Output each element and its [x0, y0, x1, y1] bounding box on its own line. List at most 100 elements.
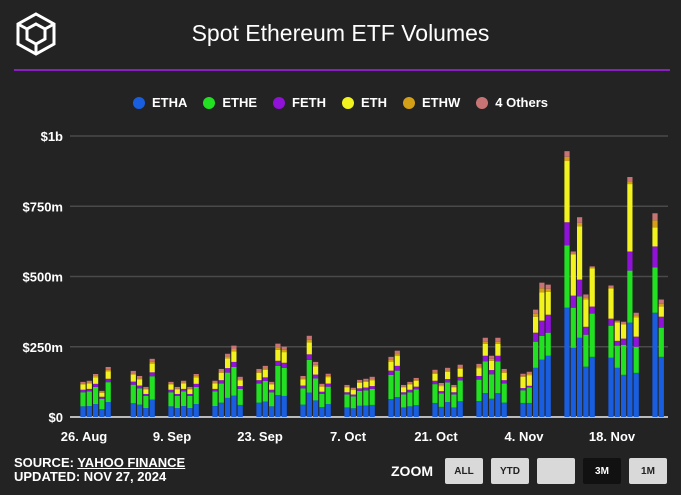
bar-segment-etha[interactable]: [621, 374, 627, 417]
bar-segment-feth[interactable]: [570, 295, 576, 308]
bar-segment-feth[interactable]: [501, 380, 507, 384]
bar-segment-ethw[interactable]: [350, 389, 356, 391]
bar-segment-4-others[interactable]: [570, 251, 576, 254]
bar-segment-etha[interactable]: [281, 395, 287, 417]
bar-segment-eth[interactable]: [583, 299, 589, 327]
bar-segment-ethe[interactable]: [306, 359, 312, 393]
bar-segment-eth[interactable]: [401, 387, 407, 393]
bar-segment-4-others[interactable]: [633, 312, 639, 316]
bar-segment-ethw[interactable]: [256, 371, 262, 373]
bar-segment-ethe[interactable]: [489, 374, 495, 399]
bar-segment-4-others[interactable]: [388, 356, 394, 360]
bar-segment-4-others[interactable]: [237, 376, 243, 380]
bar-segment-feth[interactable]: [130, 381, 136, 385]
bar-segment-feth[interactable]: [658, 316, 664, 328]
bar-segment-feth[interactable]: [212, 388, 218, 392]
bar-segment-eth[interactable]: [614, 322, 620, 341]
bar-segment-4-others[interactable]: [143, 386, 149, 389]
bar-segment-eth[interactable]: [445, 371, 451, 380]
bar-segment-ethe[interactable]: [218, 383, 224, 403]
bar-segment-feth[interactable]: [269, 389, 275, 393]
zoom-button-1m[interactable]: 1M: [629, 458, 667, 484]
bar-segment-etha[interactable]: [482, 393, 488, 417]
bar-segment-ethe[interactable]: [539, 335, 545, 360]
bar-segment-feth[interactable]: [369, 386, 375, 389]
bar-segment-ethe[interactable]: [545, 332, 551, 356]
bar-segment-etha[interactable]: [269, 406, 275, 417]
bar-segment-ethw[interactable]: [319, 385, 325, 387]
source-link[interactable]: YAHOO FINANCE: [77, 455, 186, 470]
bar-segment-etha[interactable]: [526, 402, 532, 417]
bar-segment-eth[interactable]: [388, 361, 394, 371]
bar-segment-feth[interactable]: [457, 376, 463, 381]
bar-segment-feth[interactable]: [388, 370, 394, 375]
zoom-button-all[interactable]: ALL: [445, 458, 483, 484]
bar-segment-4-others[interactable]: [357, 379, 363, 382]
bar-segment-etha[interactable]: [256, 402, 262, 417]
bar-segment-ethw[interactable]: [325, 375, 331, 378]
bar-segment-ethw[interactable]: [394, 354, 400, 357]
bar-segment-etha[interactable]: [489, 398, 495, 417]
bar-segment-ethw[interactable]: [357, 381, 363, 383]
bar-segment-ethe[interactable]: [438, 393, 444, 407]
bar-segment-eth[interactable]: [589, 268, 595, 307]
bar-segment-eth[interactable]: [539, 292, 545, 321]
bar-segment-ethe[interactable]: [357, 390, 363, 406]
bar-segment-ethw[interactable]: [658, 303, 664, 307]
bar-segment-etha[interactable]: [476, 400, 482, 417]
bar-segment-ethw[interactable]: [520, 375, 526, 377]
bar-segment-etha[interactable]: [363, 405, 369, 417]
bar-segment-ethe[interactable]: [130, 384, 136, 404]
bar-segment-4-others[interactable]: [413, 377, 419, 380]
bar-segment-ethw[interactable]: [300, 378, 306, 380]
bar-segment-ethw[interactable]: [627, 181, 633, 185]
bar-segment-ethw[interactable]: [363, 380, 369, 382]
bar-segment-eth[interactable]: [344, 387, 350, 393]
bar-segment-etha[interactable]: [344, 407, 350, 417]
bar-segment-ethe[interactable]: [363, 390, 369, 406]
bar-segment-etha[interactable]: [99, 409, 105, 417]
bar-segment-ethw[interactable]: [570, 253, 576, 255]
bar-segment-etha[interactable]: [225, 397, 231, 417]
bar-segment-ethe[interactable]: [256, 383, 262, 403]
bar-segment-4-others[interactable]: [520, 373, 526, 376]
bar-segment-4-others[interactable]: [652, 213, 658, 221]
bar-segment-ethw[interactable]: [526, 374, 532, 376]
bar-segment-etha[interactable]: [564, 307, 570, 417]
bar-segment-feth[interactable]: [432, 380, 438, 385]
bar-segment-eth[interactable]: [86, 383, 92, 389]
bar-segment-4-others[interactable]: [193, 374, 199, 376]
bar-segment-eth[interactable]: [262, 369, 268, 378]
bar-segment-eth[interactable]: [501, 372, 507, 381]
bar-segment-eth[interactable]: [564, 161, 570, 223]
bar-segment-eth[interactable]: [363, 381, 369, 388]
bar-segment-feth[interactable]: [86, 388, 92, 392]
bar-segment-etha[interactable]: [212, 406, 218, 417]
bar-segment-etha[interactable]: [633, 372, 639, 417]
bar-segment-ethe[interactable]: [174, 395, 180, 409]
bar-segment-eth[interactable]: [627, 184, 633, 252]
bar-segment-ethw[interactable]: [281, 349, 287, 353]
bar-segment-eth[interactable]: [181, 383, 187, 389]
bar-segment-ethe[interactable]: [319, 393, 325, 408]
bar-segment-ethw[interactable]: [174, 388, 180, 390]
bar-segment-ethe[interactable]: [570, 307, 576, 348]
bar-segment-ethe[interactable]: [407, 392, 413, 407]
bar-segment-eth[interactable]: [482, 343, 488, 356]
bar-segment-etha[interactable]: [187, 408, 193, 417]
bar-segment-feth[interactable]: [181, 388, 187, 392]
bar-segment-ethw[interactable]: [344, 386, 350, 388]
legend-item-feth[interactable]: FETH: [273, 95, 326, 110]
bar-segment-etha[interactable]: [583, 366, 589, 417]
bar-segment-etha[interactable]: [137, 404, 143, 417]
bar-segment-ethw[interactable]: [457, 367, 463, 369]
bar-segment-4-others[interactable]: [476, 363, 482, 367]
bar-segment-4-others[interactable]: [275, 343, 281, 348]
bar-segment-etha[interactable]: [143, 408, 149, 417]
bar-segment-eth[interactable]: [489, 360, 495, 371]
bar-segment-feth[interactable]: [533, 332, 539, 342]
bar-segment-eth[interactable]: [413, 380, 419, 387]
bar-segment-eth[interactable]: [608, 288, 614, 319]
bar-segment-etha[interactable]: [86, 406, 92, 417]
bar-segment-eth[interactable]: [570, 254, 576, 296]
